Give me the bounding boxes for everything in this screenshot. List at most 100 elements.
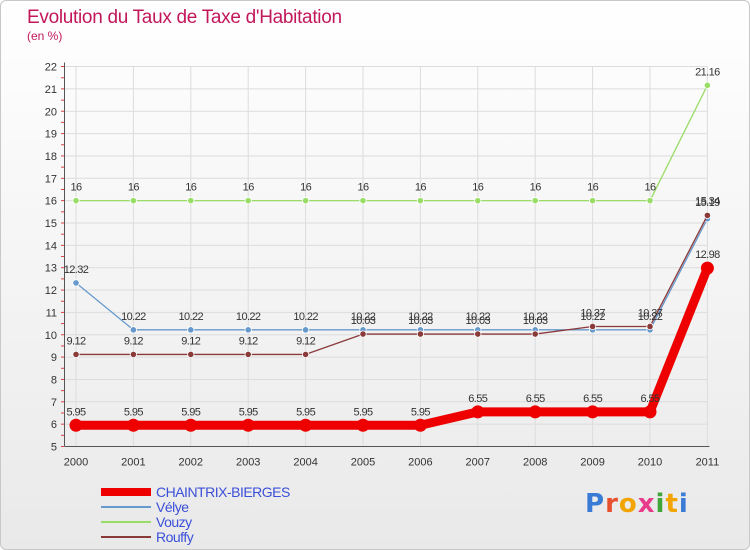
x-tick-label-2001: 2001 (121, 457, 145, 469)
y-tick-label-19: 19 (45, 129, 57, 141)
point-chaintrix-bierges-2003 (241, 418, 255, 432)
data-label-v-lye-2008: 10.22 (523, 311, 548, 323)
data-label-vouzy-2004: 16 (300, 182, 312, 194)
y-tick-label-15: 15 (45, 218, 57, 230)
data-label-v-lye-2000: 12.32 (64, 264, 89, 276)
legend-swatch-velye (101, 506, 151, 508)
y-tick-label-12: 12 (45, 285, 57, 297)
data-label-vouzy-2002: 16 (185, 182, 197, 194)
data-label-rouffy-2004: 9.12 (296, 335, 315, 347)
point-rouffy-2002 (187, 350, 195, 359)
y-tick-label-7: 7 (51, 397, 57, 409)
data-label-chaintrix-bierges-2007: 6.55 (468, 393, 487, 405)
series-line-v-lye (75, 218, 708, 331)
chart-subtitle: (en %) (27, 29, 63, 43)
y-tick-label-16: 16 (45, 196, 57, 208)
point-vouzy-2006 (416, 197, 424, 205)
logo-letter: o (618, 489, 638, 519)
data-label-vouzy-2000: 16 (70, 182, 82, 194)
x-tick-label-2010: 2010 (638, 457, 662, 469)
data-label-rouffy-2009: 10.37 (580, 307, 605, 319)
logo-letter: x (637, 489, 656, 519)
data-label-v-lye-2010: 10.22 (638, 311, 663, 323)
data-label-v-lye-2005: 10.22 (351, 311, 376, 323)
point-chaintrix-bierges-2008 (528, 405, 542, 419)
point-v-lye-2000 (72, 279, 80, 287)
data-label-vouzy-2006: 16 (415, 182, 427, 194)
series-line-chaintrix-bierges (76, 266, 712, 430)
data-label-rouffy-2001: 9.12 (124, 335, 143, 347)
y-tick-label-6: 6 (51, 419, 57, 431)
x-tick-label-2002: 2002 (179, 457, 203, 469)
data-label-vouzy-2005: 16 (357, 182, 369, 194)
point-v-lye-2001 (129, 326, 137, 334)
point-chaintrix-bierges-2002 (184, 418, 198, 432)
point-chaintrix-bierges-2010 (643, 405, 657, 419)
series-line-rouffy (76, 215, 708, 356)
data-label-rouffy-2003: 9.12 (239, 335, 258, 347)
x-tick-label-2009: 2009 (580, 457, 604, 469)
data-label-chaintrix-bierges-2003: 5.95 (239, 406, 258, 418)
data-label-v-lye-2001: 10.22 (121, 311, 146, 323)
data-label-chaintrix-bierges-2008: 6.55 (526, 393, 545, 405)
data-label-vouzy-2001: 16 (128, 182, 140, 194)
logo-letter: i (655, 489, 666, 519)
point-vouzy-2000 (72, 197, 80, 205)
legend-label-chaintrix: CHAINTRIX-BIERGES (156, 484, 290, 500)
point-vouzy-2005 (359, 197, 367, 205)
data-label-v-lye-2003: 10.22 (236, 311, 261, 323)
data-label-chaintrix-bierges-2006: 5.95 (411, 406, 430, 418)
y-tick-label-9: 9 (51, 352, 57, 364)
point-rouffy-2008 (531, 330, 539, 338)
data-label-chaintrix-bierges-2005: 5.95 (353, 406, 372, 418)
point-chaintrix-bierges-2007 (471, 405, 485, 419)
point-v-lye-2003 (244, 326, 252, 334)
legend-label-vouzy: Vouzy (156, 514, 192, 530)
y-tick-label-13: 13 (45, 263, 57, 275)
y-tick-label-22: 22 (45, 62, 57, 74)
point-vouzy-2001 (129, 197, 137, 205)
point-chaintrix-bierges-2009 (586, 405, 600, 419)
logo-letter: t (665, 489, 679, 519)
point-rouffy-2001 (129, 350, 137, 359)
point-rouffy-2000 (72, 350, 80, 359)
y-tick-label-5: 5 (51, 442, 57, 454)
x-tick-label-2007: 2007 (466, 457, 490, 469)
point-rouffy-2004 (301, 350, 310, 359)
data-label-vouzy-2003: 16 (243, 182, 255, 194)
data-label-rouffy-2010: 10.37 (638, 307, 663, 319)
data-label-rouffy-2002: 9.12 (181, 335, 200, 347)
point-vouzy-2004 (301, 197, 310, 205)
data-label-v-lye-2009: 10.22 (580, 311, 605, 323)
point-v-lye-2002 (187, 326, 195, 334)
point-rouffy-2005 (359, 330, 367, 338)
data-label-chaintrix-bierges-2010: 6.55 (640, 393, 659, 405)
data-label-chaintrix-bierges-2000: 5.95 (66, 406, 85, 418)
logo-letter: i (678, 489, 689, 519)
data-label-v-lye-2006: 10.22 (408, 311, 433, 323)
data-label-vouzy-2008: 16 (530, 182, 542, 194)
y-tick-label-11: 11 (46, 307, 57, 319)
data-label-vouzy-2007: 16 (472, 182, 484, 194)
data-label-chaintrix-bierges-2004: 5.95 (296, 406, 315, 418)
y-tick-label-21: 21 (45, 84, 57, 96)
data-label-vouzy-2010: 16 (644, 182, 656, 194)
chart-title: Evolution du Taux de Taxe d'Habitation (27, 7, 342, 28)
data-label-vouzy-2011: 21.16 (695, 66, 720, 78)
x-tick-label-2011: 2011 (696, 457, 720, 469)
point-rouffy-2003 (244, 350, 252, 359)
x-tick-label-2004: 2004 (293, 457, 317, 469)
data-label-rouffy-2007: 10.03 (466, 315, 491, 327)
data-label-rouffy-2005: 10.03 (351, 315, 376, 327)
proxiti-logo[interactable]: Proxiti (585, 489, 689, 519)
y-tick-label-17: 17 (45, 173, 57, 185)
point-rouffy-2009 (588, 322, 597, 331)
data-label-v-lye-2004: 10.22 (293, 311, 318, 323)
data-label-chaintrix-bierges-2011: 12.98 (695, 249, 720, 261)
series-line-vouzy (76, 85, 708, 202)
y-tick-label-18: 18 (45, 151, 57, 163)
x-tick-label-2005: 2005 (351, 457, 375, 469)
point-vouzy-2010 (646, 197, 654, 205)
point-rouffy-2007 (474, 330, 482, 338)
